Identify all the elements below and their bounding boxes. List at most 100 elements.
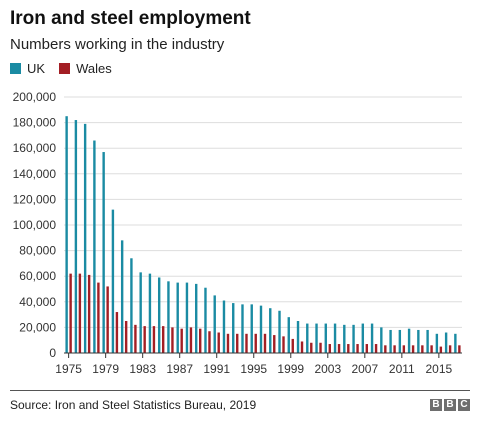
bar-wales-1989 bbox=[199, 328, 202, 353]
bar-uk-1982 bbox=[130, 258, 133, 353]
bar-wales-2016 bbox=[448, 345, 452, 353]
bar-wales-2010 bbox=[393, 345, 396, 353]
bar-uk-2007 bbox=[361, 323, 365, 353]
source-note: Source: Iron and Steel Statistics Bureau… bbox=[10, 398, 257, 412]
bar-wales-1988 bbox=[189, 327, 193, 353]
bar-uk-1998 bbox=[278, 310, 281, 353]
bar-uk-1975 bbox=[65, 116, 68, 353]
footer-divider bbox=[10, 390, 470, 391]
bar-uk-2012 bbox=[407, 328, 411, 353]
x-tick-label: 1999 bbox=[277, 362, 304, 376]
y-tick-label: 140,000 bbox=[13, 167, 57, 181]
bar-wales-1977 bbox=[87, 274, 91, 353]
bar-uk-1983 bbox=[139, 272, 142, 353]
bar-wales-1991 bbox=[217, 332, 220, 353]
bar-wales-2012 bbox=[411, 345, 415, 353]
y-tick-label: 0 bbox=[49, 346, 56, 360]
legend-label-uk: UK bbox=[27, 61, 46, 76]
bar-wales-1997 bbox=[273, 335, 276, 353]
y-axis-labels: 0 20,000 40,000 60,000 80,000 100,000 120,000 1… bbox=[13, 90, 57, 360]
bar-uk-2002 bbox=[315, 323, 318, 353]
bar-wales-1990 bbox=[208, 331, 211, 353]
bar-uk-1999 bbox=[287, 317, 290, 353]
y-tick-label: 80,000 bbox=[19, 244, 56, 258]
bar-uk-2015 bbox=[435, 333, 439, 353]
y-tick-label: 200,000 bbox=[13, 90, 57, 104]
bar-wales-1994 bbox=[245, 333, 248, 353]
bbc-logo-box: B bbox=[430, 399, 442, 411]
gridlines bbox=[64, 96, 462, 328]
legend-swatch-wales bbox=[59, 63, 71, 74]
bar-wales-1983 bbox=[143, 326, 146, 353]
bar-wales-2006 bbox=[356, 344, 359, 353]
bar-uk-1985 bbox=[157, 277, 161, 353]
bar-uk-1989 bbox=[195, 283, 198, 353]
bar-wales-2003 bbox=[328, 344, 331, 353]
x-tick-label: 1975 bbox=[55, 362, 82, 376]
bar-uk-1977 bbox=[83, 123, 87, 353]
bar-wales-1993 bbox=[236, 333, 239, 353]
bar-uk-2013 bbox=[417, 329, 420, 353]
bar-wales-1978 bbox=[97, 282, 100, 353]
y-tick-label: 180,000 bbox=[13, 116, 57, 130]
x-axis-labels: 1975 1979 1983 1987 1991 1995 1999 2003 2007 2011… bbox=[55, 353, 453, 376]
bar-uk-1986 bbox=[167, 281, 170, 353]
chart-subtitle: Numbers working in the industry bbox=[10, 36, 225, 53]
bbc-logo-box: B bbox=[444, 399, 456, 411]
x-tick-label: 1991 bbox=[203, 362, 230, 376]
legend-item-uk: UK bbox=[10, 61, 45, 76]
bar-uk-1991 bbox=[213, 295, 216, 353]
bar-wales-1999 bbox=[291, 338, 294, 353]
bar-wales-2015 bbox=[439, 346, 443, 353]
x-tick-label: 1995 bbox=[240, 362, 267, 376]
bar-wales-1985 bbox=[161, 326, 165, 353]
bar-uk-1995 bbox=[250, 304, 253, 353]
bar-uk-1993 bbox=[232, 303, 235, 353]
x-tick-label: 2015 bbox=[426, 362, 453, 376]
legend-label-wales: Wales bbox=[76, 61, 112, 76]
bar-uk-2014 bbox=[426, 329, 429, 353]
legend-item-wales: Wales bbox=[59, 61, 112, 76]
bar-wales-1992 bbox=[226, 333, 230, 353]
bar-wales-1975 bbox=[69, 273, 72, 353]
y-tick-label: 20,000 bbox=[19, 320, 56, 334]
bar-wales-2013 bbox=[421, 345, 424, 353]
y-tick-label: 160,000 bbox=[13, 141, 57, 155]
bar-uk-2003 bbox=[324, 323, 327, 353]
bar-wales-2009 bbox=[384, 345, 387, 353]
bar-wales-2014 bbox=[430, 345, 433, 353]
bars bbox=[65, 116, 461, 353]
bar-wales-1981 bbox=[124, 321, 128, 353]
bar-uk-2004 bbox=[333, 323, 337, 353]
x-tick-label: 1983 bbox=[129, 362, 156, 376]
chart-title: Iron and steel employment bbox=[10, 8, 251, 29]
bar-uk-2010 bbox=[389, 329, 392, 353]
legend: UK Wales bbox=[10, 61, 126, 76]
bar-uk-1996 bbox=[259, 305, 263, 353]
bar-wales-1980 bbox=[115, 312, 119, 353]
bar-wales-1995 bbox=[254, 333, 257, 353]
bar-wales-1998 bbox=[282, 336, 285, 353]
bar-uk-2001 bbox=[306, 323, 309, 353]
x-tick-label: 2011 bbox=[389, 362, 415, 376]
bar-uk-1980 bbox=[111, 209, 115, 353]
bar-uk-1976 bbox=[74, 120, 78, 353]
bar-uk-2017 bbox=[454, 333, 457, 353]
bar-wales-2002 bbox=[319, 342, 322, 353]
bar-uk-2008 bbox=[370, 323, 374, 353]
bar-chart: 0 20,000 40,000 60,000 80,000 100,000 120,000 1… bbox=[13, 90, 462, 376]
x-tick-label: 2003 bbox=[314, 362, 341, 376]
bar-wales-2007 bbox=[365, 344, 369, 353]
bar-wales-1996 bbox=[263, 333, 267, 353]
bar-uk-1978 bbox=[93, 140, 96, 353]
bar-uk-2006 bbox=[352, 324, 355, 353]
bar-uk-1990 bbox=[204, 287, 207, 353]
bar-uk-1981 bbox=[120, 240, 124, 353]
bar-wales-2005 bbox=[347, 344, 350, 353]
bar-wales-1976 bbox=[78, 273, 82, 353]
y-tick-label: 40,000 bbox=[19, 295, 56, 309]
x-tick-label: 1987 bbox=[166, 362, 193, 376]
bar-wales-1987 bbox=[180, 328, 183, 353]
y-tick-label: 100,000 bbox=[13, 218, 57, 232]
bar-wales-2017 bbox=[458, 345, 461, 353]
